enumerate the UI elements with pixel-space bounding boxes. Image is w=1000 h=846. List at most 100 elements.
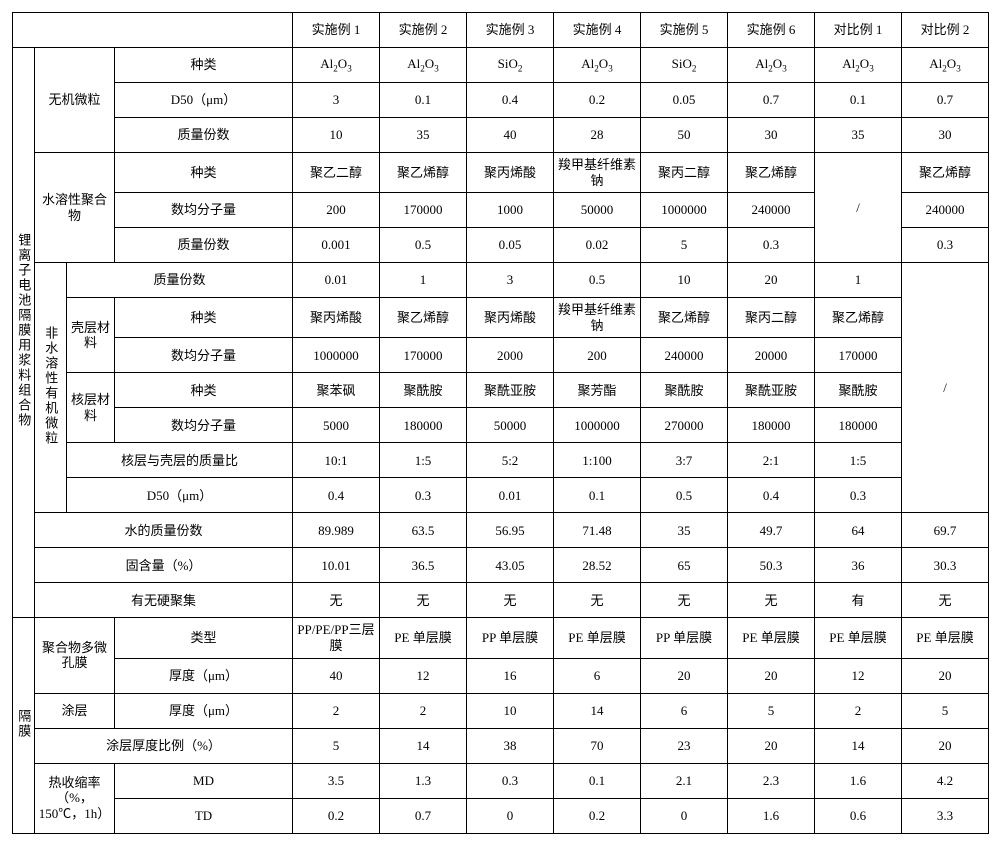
row-label: 种类 (115, 373, 293, 408)
cell: 180000 (380, 408, 467, 443)
row-label: 核层与壳层的质量比 (67, 443, 293, 478)
cell: 无 (467, 583, 554, 618)
data-table: 实施例 1 实施例 2 实施例 3 实施例 4 实施例 5 实施例 6 对比例 … (12, 12, 989, 834)
sec2-label: 水溶性聚合物 (35, 153, 115, 263)
cell: 240000 (728, 193, 815, 228)
cell: 36.5 (380, 548, 467, 583)
cell: 聚酰胺 (641, 373, 728, 408)
col-header: 实施例 6 (728, 13, 815, 48)
cell: / (902, 263, 989, 513)
cell: 180000 (815, 408, 902, 443)
cell: 1:5 (815, 443, 902, 478)
cell: 聚苯砜 (293, 373, 380, 408)
cell: 20 (728, 658, 815, 693)
cell: 聚酰亚胺 (728, 373, 815, 408)
cell: 聚乙烯醇 (380, 298, 467, 338)
cell: 63.5 (380, 513, 467, 548)
cell: 聚酰亚胺 (467, 373, 554, 408)
row-label: 有无硬聚集 (35, 583, 293, 618)
sec7-label: 聚合物多微孔膜 (35, 618, 115, 693)
row-label: 数均分子量 (115, 408, 293, 443)
cell: 聚乙烯醇 (902, 153, 989, 193)
cell: 0 (467, 798, 554, 833)
row-label: 固含量（%） (35, 548, 293, 583)
row-label: 涂层厚度比例（%） (35, 728, 293, 763)
row-label: 质量份数 (115, 228, 293, 263)
cell: 聚丙烯酸 (467, 153, 554, 193)
cell: 0.05 (467, 228, 554, 263)
cell: 1.6 (728, 798, 815, 833)
cell: 1000000 (293, 338, 380, 373)
cell: 0.2 (554, 83, 641, 118)
cell: 羧甲基纤维素钠 (554, 153, 641, 193)
cell: 有 (815, 583, 902, 618)
sec10-label: 热收缩率（%，150℃，1h） (35, 763, 115, 833)
row-label: 水的质量份数 (35, 513, 293, 548)
cell: 0.5 (554, 263, 641, 298)
cell: 12 (815, 658, 902, 693)
table-row: 质量份数 1035402850303530 (13, 118, 989, 153)
cell: 无 (293, 583, 380, 618)
cell: 0.3 (902, 228, 989, 263)
cell: 200 (293, 193, 380, 228)
cell: 35 (380, 118, 467, 153)
row-label: 类型 (115, 618, 293, 658)
cell: 20 (728, 728, 815, 763)
cell: 1000000 (641, 193, 728, 228)
col-header: 实施例 2 (380, 13, 467, 48)
sec1-label: 无机微粒 (35, 48, 115, 153)
cell: 3.5 (293, 763, 380, 798)
cell: 89.989 (293, 513, 380, 548)
cell: 聚酰胺 (815, 373, 902, 408)
cell: 0.4 (728, 478, 815, 513)
cell: Al2O3 (554, 48, 641, 83)
cell: 270000 (641, 408, 728, 443)
cell: 无 (641, 583, 728, 618)
cell: 30 (902, 118, 989, 153)
cell: 无 (554, 583, 641, 618)
cell: 1 (380, 263, 467, 298)
cell: 0.1 (380, 83, 467, 118)
cell: 5 (902, 693, 989, 728)
cell: / (815, 153, 902, 263)
cell: PP/PE/PP三层膜 (293, 618, 380, 658)
cell: 28 (554, 118, 641, 153)
cell: 14 (815, 728, 902, 763)
col-header: 实施例 1 (293, 13, 380, 48)
cell: Al2O3 (902, 48, 989, 83)
cell: 50000 (467, 408, 554, 443)
col-header: 实施例 3 (467, 13, 554, 48)
cell: 30 (728, 118, 815, 153)
cell: 40 (293, 658, 380, 693)
cell: 180000 (728, 408, 815, 443)
cell: 50.3 (728, 548, 815, 583)
cell: 5 (293, 728, 380, 763)
shell-label: 壳层材料 (67, 298, 115, 373)
cell: 2 (380, 693, 467, 728)
table-row: 数均分子量 5000180000500001000000270000180000… (13, 408, 989, 443)
row-label: 种类 (115, 48, 293, 83)
cell: 0.5 (641, 478, 728, 513)
cell: 14 (380, 728, 467, 763)
cell: 70 (554, 728, 641, 763)
cell: 无 (380, 583, 467, 618)
cell: 聚乙烯醇 (641, 298, 728, 338)
cell: 36 (815, 548, 902, 583)
cell: 35 (641, 513, 728, 548)
cell: PE 单层膜 (728, 618, 815, 658)
cell: 0.02 (554, 228, 641, 263)
row-label: 数均分子量 (115, 338, 293, 373)
cell: 0.2 (293, 798, 380, 833)
cell: 1 (815, 263, 902, 298)
cell: 聚丙烯酸 (467, 298, 554, 338)
cell: 40 (467, 118, 554, 153)
cell: 240000 (641, 338, 728, 373)
cell: 0.1 (554, 478, 641, 513)
table-row: 涂层厚度比例（%） 514387023201420 (13, 728, 989, 763)
cell: 0.3 (728, 228, 815, 263)
cell: 6 (641, 693, 728, 728)
cell: 170000 (380, 338, 467, 373)
cell: 4.2 (902, 763, 989, 798)
row-label: 厚度（μm） (115, 693, 293, 728)
cell: 3.3 (902, 798, 989, 833)
